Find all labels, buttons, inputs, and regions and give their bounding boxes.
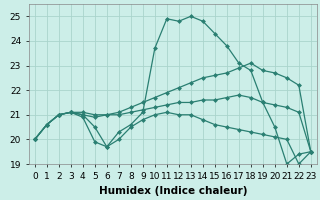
X-axis label: Humidex (Indice chaleur): Humidex (Indice chaleur) [99, 186, 247, 196]
